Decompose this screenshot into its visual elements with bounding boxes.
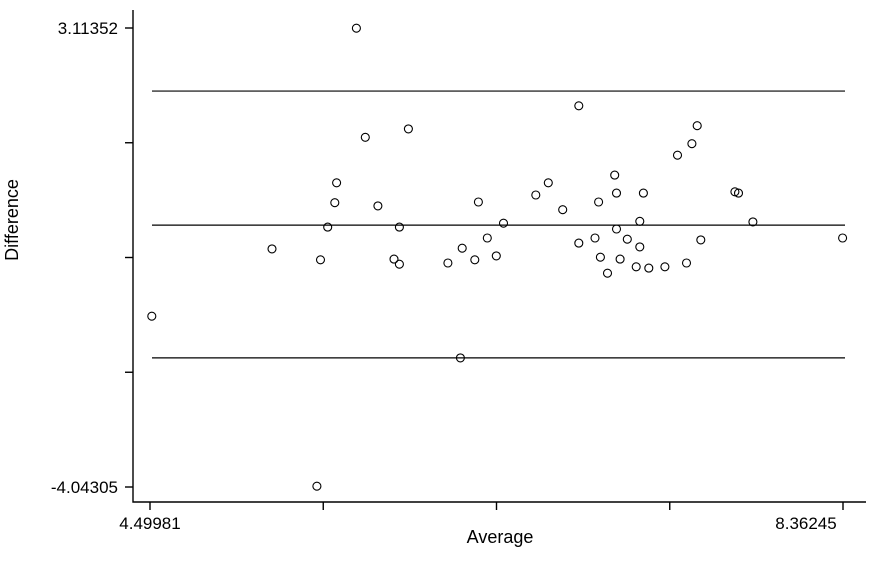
data-point — [267, 244, 277, 254]
data-point — [635, 242, 645, 252]
x-axis-title: Average — [467, 527, 534, 547]
data-point — [543, 178, 553, 188]
data-point — [394, 222, 404, 232]
data-point — [491, 251, 501, 261]
data-point — [748, 217, 758, 227]
data-point — [635, 216, 645, 226]
data-point — [373, 201, 383, 211]
data-point — [590, 233, 600, 243]
data-point — [360, 132, 370, 142]
data-point — [330, 198, 340, 208]
data-point — [389, 254, 399, 264]
data-point — [574, 238, 584, 248]
data-point — [403, 124, 413, 134]
data-point — [660, 262, 670, 272]
data-point — [611, 188, 622, 198]
data-point — [672, 150, 683, 160]
data-point — [692, 121, 702, 131]
data-point — [615, 254, 625, 264]
data-point — [611, 224, 622, 234]
data-point — [443, 258, 453, 268]
data-point — [323, 222, 333, 232]
y-axis-min-tick-label: -4.04305 — [51, 478, 118, 497]
axis-frame — [132, 10, 866, 503]
data-point — [574, 101, 584, 111]
data-point — [457, 243, 467, 253]
data-point — [147, 311, 157, 321]
axes-layer — [125, 10, 866, 510]
data-point — [394, 259, 404, 269]
data-point — [558, 205, 568, 215]
data-point — [696, 235, 706, 245]
data-point — [595, 252, 605, 262]
data-point — [473, 197, 483, 207]
x-axis-min-tick-label: 4.49981 — [119, 514, 180, 533]
data-point — [332, 178, 342, 188]
data-point — [455, 353, 465, 363]
y-axis-max-tick-label: 3.11352 — [58, 19, 118, 38]
reference-lines-layer — [152, 90, 845, 359]
data-point — [610, 170, 620, 180]
data-point — [733, 188, 744, 198]
data-point — [351, 23, 361, 33]
data-point — [482, 233, 492, 243]
data-point — [681, 258, 692, 268]
data-point — [498, 218, 509, 228]
data-point — [838, 233, 848, 243]
x-axis-max-tick-label: 8.36245 — [775, 514, 836, 533]
data-point — [312, 481, 322, 491]
data-point — [315, 255, 326, 265]
data-point — [602, 268, 613, 278]
data-point — [687, 139, 697, 149]
data-point — [594, 197, 604, 207]
data-point — [644, 263, 654, 273]
y-axis-title: Difference — [2, 179, 22, 261]
data-point — [638, 188, 648, 198]
data-point — [631, 262, 641, 272]
data-point — [622, 234, 632, 244]
data-points-layer — [147, 23, 848, 491]
data-point — [531, 190, 541, 200]
data-point — [470, 255, 480, 265]
